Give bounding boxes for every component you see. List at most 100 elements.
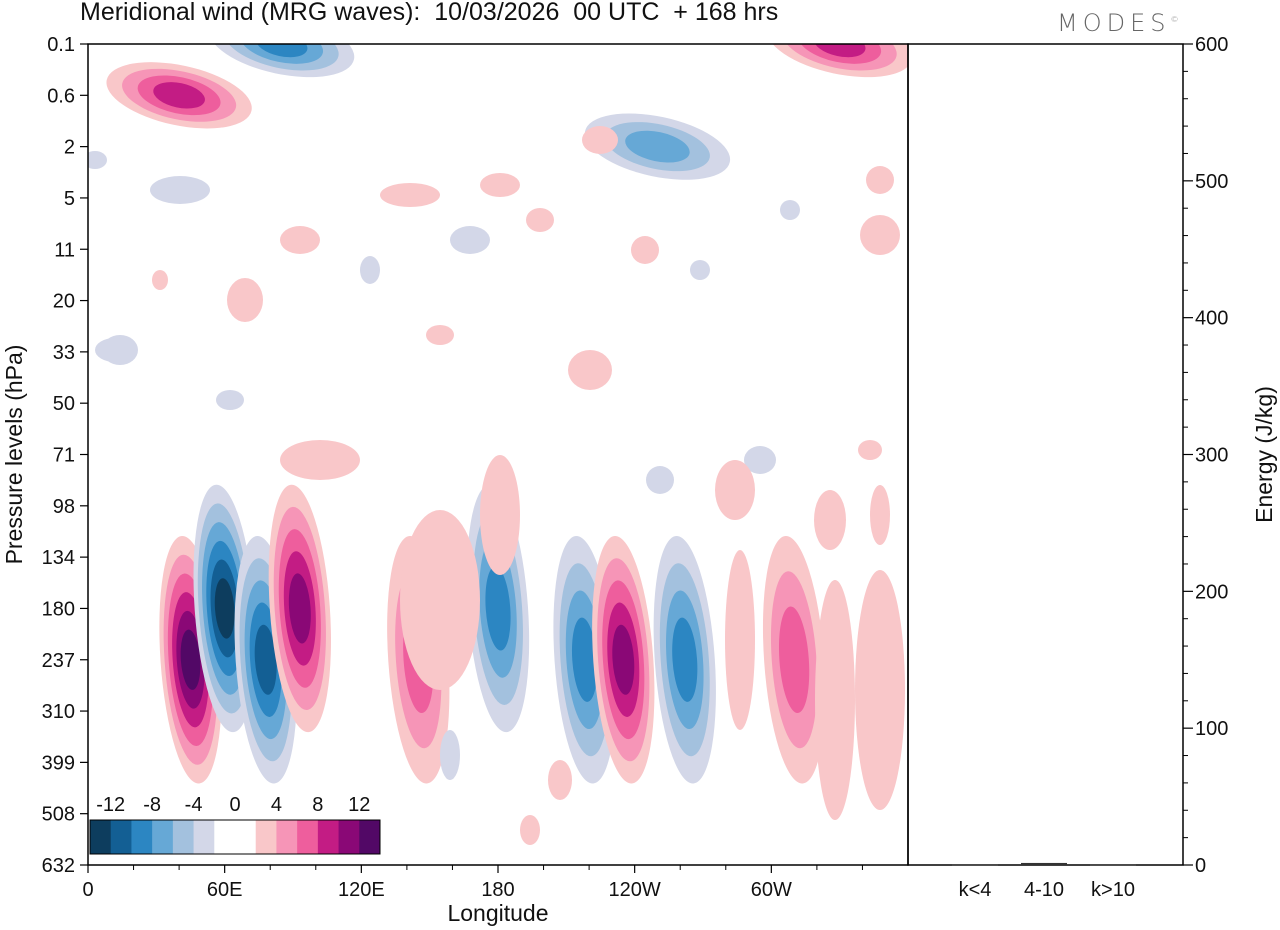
logo-mark: © xyxy=(1170,15,1179,24)
x-tick-label: 60E xyxy=(207,879,243,901)
colorbar-label: 8 xyxy=(312,794,323,816)
colorbar-label: -8 xyxy=(143,794,161,816)
y-tick-label: 508 xyxy=(42,804,75,826)
contour-pos-weak xyxy=(815,580,855,820)
colorbar-label: 0 xyxy=(229,794,240,816)
colorbar-swatch xyxy=(193,820,215,854)
colorbar-swatch xyxy=(152,820,174,854)
energy-tick-label: 0 xyxy=(1195,855,1206,877)
y-tick-label: 237 xyxy=(42,650,75,672)
contour-pos-weak xyxy=(280,226,320,254)
energy-tick-label: 100 xyxy=(1195,718,1228,740)
colorbar-label: -4 xyxy=(185,794,203,816)
field-feature-pos xyxy=(268,484,331,733)
contour-pos-weak xyxy=(858,440,882,460)
contour-pos-weak xyxy=(725,550,755,730)
contour-pos xyxy=(612,624,635,695)
energy-bars: 0 100 200 300 400 500 600 Energy (J/kg) k<4 4-10 k… xyxy=(952,34,1277,901)
y-tick-label: 310 xyxy=(42,701,75,723)
contour-neg-weak xyxy=(646,466,674,494)
contour-pos-weak xyxy=(866,166,894,194)
contour-pos-weak xyxy=(426,325,454,345)
contour-neg-weak xyxy=(216,390,244,410)
colorbar-swatch xyxy=(131,820,153,854)
field-feature-pos xyxy=(592,536,655,784)
y-tick-label: 20 xyxy=(53,291,75,313)
field-feature-pos xyxy=(762,536,826,784)
colorbar-swatch xyxy=(317,820,340,854)
contour-neg-weak xyxy=(440,730,460,780)
y-tick-label: 0.1 xyxy=(47,34,75,56)
y-tick-label: 134 xyxy=(42,547,75,569)
y-tick-label: 98 xyxy=(53,496,75,518)
energy-tick-label: 200 xyxy=(1195,581,1228,603)
contour-neg xyxy=(485,566,511,651)
field-feature-neg xyxy=(653,536,716,784)
colorbar-label: 4 xyxy=(271,794,282,816)
colorbar: -12 -8 -4 0 4 8 12 xyxy=(89,794,381,855)
y-tick-label: 399 xyxy=(42,752,75,774)
y-tick-label: 180 xyxy=(42,598,75,620)
axis-ticks: 0.1 0.6 2 5 11 20 33 50 71 98 134 180 237 310 399 508 63… xyxy=(1,34,863,926)
contour-pos-weak xyxy=(855,570,905,810)
contour-pos-weak xyxy=(715,460,755,520)
x-tick-label: 120E xyxy=(338,879,385,901)
wind-field xyxy=(88,44,908,845)
colorbar-frame xyxy=(89,819,381,855)
x-axis-title: Longitude xyxy=(447,900,548,926)
colorbar-swatch xyxy=(172,820,195,854)
modes-logo: MODES© xyxy=(1057,9,1178,37)
contour-neg-weak xyxy=(690,260,710,280)
contour-pos-weak xyxy=(520,815,540,845)
contour-neg-weak xyxy=(95,338,135,362)
energy-bar-4-10 xyxy=(1021,862,1067,865)
contour-neg xyxy=(571,617,598,702)
colorbar-swatch xyxy=(255,820,277,854)
contour-pos-weak xyxy=(400,510,480,690)
energy-plot-frame xyxy=(907,43,1184,866)
field-feature-pos xyxy=(106,62,252,129)
contour-neg xyxy=(625,130,690,163)
energy-bar-k<4 xyxy=(952,864,998,866)
y-tick-label: 50 xyxy=(53,393,75,415)
logo-text: MODES xyxy=(1057,9,1171,37)
contour-neg xyxy=(672,617,698,702)
energy-tick-label: 500 xyxy=(1195,171,1228,193)
contour-pos-weak xyxy=(548,760,572,800)
y-tick-label: 5 xyxy=(64,188,75,210)
contour-pos-weak xyxy=(280,440,360,480)
field-feature-neg xyxy=(584,113,731,180)
colorbar-swatch xyxy=(214,820,236,854)
contour-pos-weak xyxy=(568,350,612,390)
contour-neg-weak xyxy=(88,151,107,169)
contour-neg-weak xyxy=(780,200,800,220)
contour-pos-weak xyxy=(526,208,554,232)
colorbar-swatch xyxy=(235,820,257,854)
contour-pos-weak xyxy=(814,490,846,550)
contour-pos xyxy=(288,573,311,644)
contour-pos-weak xyxy=(870,485,890,545)
contour-pos xyxy=(180,629,201,690)
contour-pos-weak xyxy=(860,215,900,255)
colorbar-swatch xyxy=(338,820,360,854)
contour-neg-weak xyxy=(360,256,380,284)
contour-pos-weak xyxy=(631,236,659,264)
colorbar-label: 12 xyxy=(348,794,370,816)
x-tick-label: 120W xyxy=(609,879,661,901)
y-tick-label: 0.6 xyxy=(47,85,75,107)
colorbar-swatch xyxy=(297,820,319,854)
energy-tick-label: 400 xyxy=(1195,308,1228,330)
colorbar-swatch xyxy=(359,820,381,854)
colorbar-swatch xyxy=(110,820,132,854)
contour-pos-weak xyxy=(152,270,168,290)
contour-neg xyxy=(214,578,235,639)
x-tick-label: 0 xyxy=(82,879,93,901)
contour-pos-weak xyxy=(380,183,440,207)
x-tick-label: 180 xyxy=(481,879,514,901)
contour-neg xyxy=(254,624,277,695)
contour-pos-weak xyxy=(582,126,618,154)
chart-title: Meridional wind (MRG waves): 10/03/2026 … xyxy=(80,0,779,26)
y-axis-title: Pressure levels (hPa) xyxy=(1,345,27,565)
y-tick-label: 632 xyxy=(42,855,75,877)
